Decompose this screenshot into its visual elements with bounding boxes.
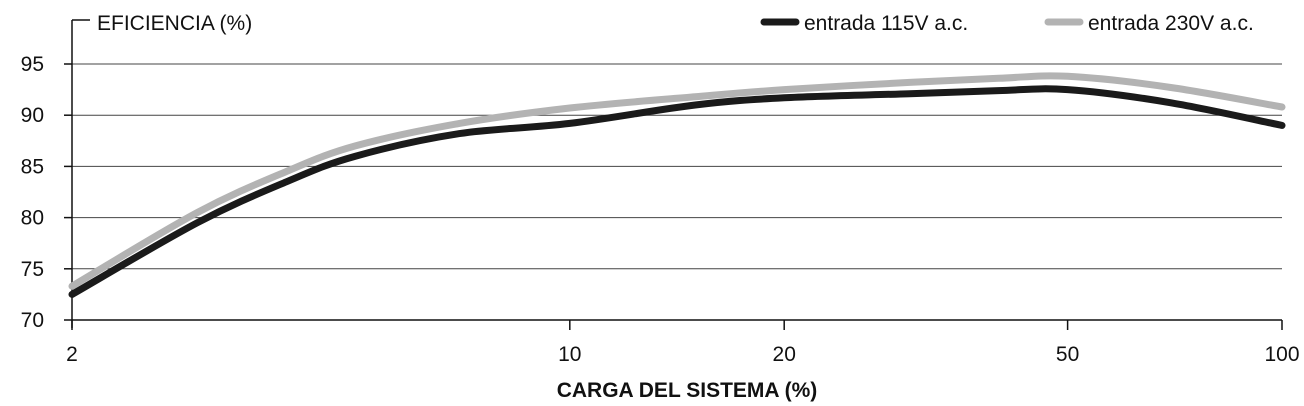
x-tick-label: 2 (66, 343, 78, 366)
y-tick-label: 70 (21, 309, 44, 332)
x-axis-label: CARGA DEL SISTEMA (%) (557, 379, 818, 402)
y-tick-label: 80 (21, 207, 44, 230)
legend-label: entrada 115V a.c. (804, 12, 968, 35)
legend: entrada 115V a.c. entrada 230V a.c. (760, 12, 1254, 35)
legend-label: entrada 230V a.c. (1088, 12, 1254, 35)
series-lines (68, 72, 1286, 298)
x-tick-label: 50 (1056, 343, 1079, 366)
axes (64, 19, 1283, 330)
y-tick-label: 90 (21, 104, 44, 127)
series-line-230v (68, 72, 1286, 290)
tick-labels: 70 75 80 85 90 95 2 10 20 50 100 (21, 53, 1300, 366)
grid-lines (72, 63, 1282, 270)
x-tick-label: 20 (773, 343, 796, 366)
chart-title: EFICIENCIA (%) (97, 12, 252, 35)
x-tick-label: 10 (558, 343, 581, 366)
y-tick-label: 75 (21, 258, 44, 281)
legend-item-115v: entrada 115V a.c. (760, 12, 968, 35)
y-tick-label: 85 (21, 155, 44, 178)
legend-item-230v: entrada 230V a.c. (1044, 12, 1254, 35)
x-tick-label: 100 (1264, 343, 1299, 366)
y-tick-label: 95 (21, 53, 44, 76)
series-line-115v (68, 85, 1286, 298)
